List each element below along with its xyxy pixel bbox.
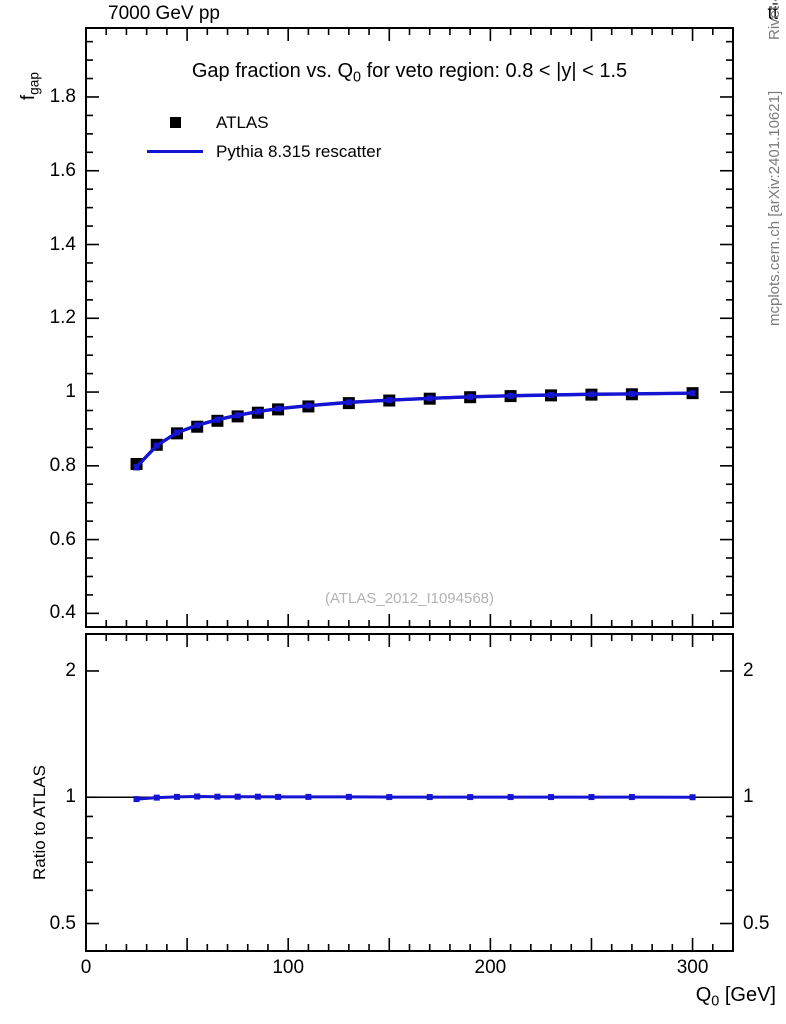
y-tick-label-ratio-right: 1: [743, 786, 754, 808]
ratio-point: [467, 794, 474, 801]
mc-curve-main: [135, 391, 693, 468]
ratio-point: [214, 793, 221, 800]
ratio-point: [153, 794, 160, 801]
ratio-point: [234, 793, 241, 800]
mc-point-main-overlay: [173, 429, 180, 436]
x-axis-label-text: Q: [695, 984, 712, 1006]
ratio-point: [173, 793, 180, 800]
y-tick-label-ratio-right: 0.5: [743, 912, 770, 934]
ratio-point: [628, 794, 635, 801]
y-tick-label-ratio: 0.5: [49, 912, 76, 934]
ratio-point: [588, 794, 595, 801]
y-tick-label-main: 1: [65, 381, 76, 403]
mc-point-main-overlay: [628, 390, 635, 397]
ratio-curve: [136, 795, 693, 801]
y-tick-label-main: 0.6: [49, 528, 76, 550]
ratio-point: [254, 793, 261, 800]
legend-entry-pythia: Pythia 8.315 rescatter: [138, 137, 381, 166]
ratio-point: [548, 794, 555, 801]
ratio-point: [507, 794, 514, 801]
mc-point-main-overlay: [467, 393, 474, 400]
mc-point-main-overlay: [254, 408, 261, 415]
ratio-point: [426, 794, 433, 801]
mc-point-main-overlay: [153, 442, 160, 449]
ratio-point: [689, 794, 696, 801]
plot-title: Gap fraction vs. Q0 for veto region: 0.8…: [86, 60, 733, 86]
legend-entry-atlas: ATLAS: [138, 108, 381, 137]
mc-point-main-overlay: [345, 399, 352, 406]
header-beam-label: 7000 GeV pp: [108, 3, 220, 24]
ratio-point: [305, 793, 312, 800]
y-tick-label-main: 1.8: [49, 85, 76, 107]
y-tick-label-main: 0.4: [49, 602, 76, 624]
plot-title-sub: 0: [353, 69, 362, 86]
mc-point-main-overlay: [386, 397, 393, 404]
plot-title-suffix: for veto region: 0.8 < |y| < 1.5: [361, 60, 628, 82]
x-axis-label-unit: [GeV]: [719, 984, 776, 1006]
y-tick-label-ratio: 1: [65, 786, 76, 808]
legend-label-atlas: ATLAS: [216, 112, 269, 132]
legend-line-icon: [138, 150, 212, 153]
ratio-point: [194, 793, 201, 800]
mc-point-main-overlay: [548, 391, 555, 398]
ratio-point: [133, 796, 140, 803]
mc-point-main-overlay: [214, 416, 221, 423]
mc-point-main-overlay: [588, 391, 595, 398]
mc-point-main-overlay: [234, 412, 241, 419]
x-axis-label: Q0 [GeV]: [696, 984, 776, 1010]
mc-curve-main-overlay: [135, 391, 693, 469]
ratio-point: [275, 793, 282, 800]
y-tick-label-ratio: 2: [65, 659, 76, 681]
legend-marker-square-icon: [138, 117, 212, 128]
y-tick-label-main: 0.8: [49, 454, 76, 476]
mc-point-main-overlay: [507, 392, 514, 399]
ratio-panel-frame: [85, 633, 734, 952]
mc-point-main-overlay: [689, 390, 696, 397]
main-panel-frame: [85, 27, 734, 628]
mc-point-main-overlay: [426, 395, 433, 402]
y-tick-label-ratio-right: 2: [743, 659, 754, 681]
analysis-id-watermark: (ATLAS_2012_I1094568): [324, 590, 494, 607]
mc-point-main-overlay: [194, 422, 201, 429]
y-tick-label-main: 1.4: [49, 233, 76, 255]
y-tick-label-main: 1.2: [49, 307, 76, 329]
x-tick-label: 100: [272, 957, 305, 978]
legend-label-pythia: Pythia 8.315 rescatter: [216, 141, 382, 161]
mc-point-main-overlay: [275, 405, 282, 412]
x-tick-label: 300: [676, 957, 709, 978]
plot-title-prefix: Gap fraction vs. Q: [191, 60, 354, 82]
legend: ATLAS Pythia 8.315 rescatter: [138, 108, 381, 166]
header-process-label: tt̄: [767, 3, 778, 24]
y-tick-label-main: 1.6: [49, 159, 76, 181]
x-tick-label: 0: [80, 957, 92, 978]
x-tick-label: 200: [474, 957, 507, 978]
mc-point-main-overlay: [305, 402, 312, 409]
ratio-point: [386, 794, 393, 801]
ratio-point: [345, 793, 352, 800]
mc-point-main-overlay: [133, 463, 140, 470]
x-axis-label-sub: 0: [711, 993, 720, 1010]
